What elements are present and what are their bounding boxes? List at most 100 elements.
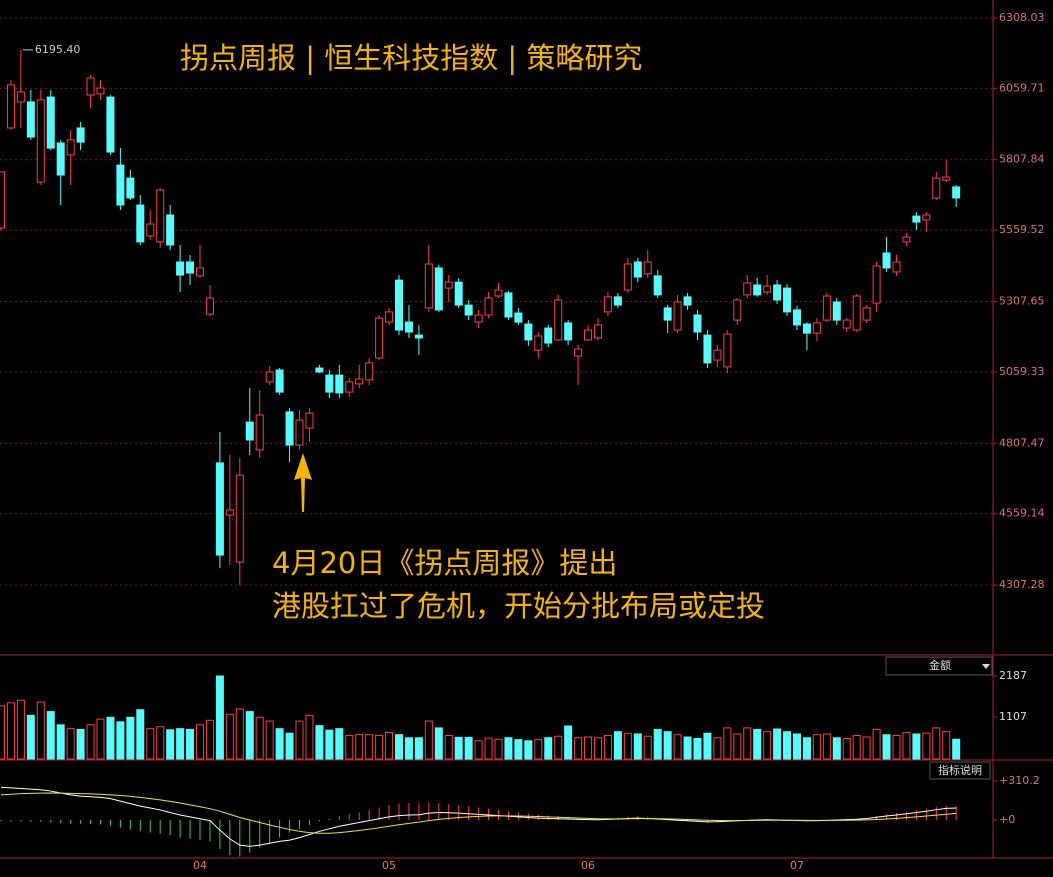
volume-bar: [26, 714, 35, 760]
volume-bar: [56, 724, 65, 760]
y-tick-label: 6059.71: [999, 81, 1045, 94]
volume-bar: [295, 720, 304, 760]
volume-bar: [663, 731, 672, 760]
candle-body: [554, 299, 563, 341]
x-tick-label: 04: [193, 859, 207, 872]
candle-body: [245, 421, 254, 441]
candle-body: [703, 334, 712, 364]
y-tick-label: 1107: [999, 710, 1027, 723]
button-label[interactable]: 指标说明: [938, 763, 982, 777]
candle-body: [683, 296, 692, 306]
x-tick-label: 05: [382, 859, 396, 872]
candle-body: [544, 327, 553, 344]
candle-body: [355, 378, 364, 385]
candle-body: [315, 367, 324, 373]
candle-body: [942, 176, 951, 181]
volume-bar: [554, 735, 563, 760]
candle-body: [255, 414, 264, 451]
candle-body: [56, 142, 65, 176]
candle-body: [832, 301, 841, 321]
candle-body: [902, 236, 911, 243]
volume-bar: [942, 731, 951, 760]
volume-bar: [205, 719, 214, 760]
volume-bar: [474, 740, 483, 760]
volume-bar: [16, 699, 25, 760]
candle-body: [136, 204, 145, 243]
volume-bar: [514, 739, 523, 760]
candle-body: [365, 362, 374, 381]
volume-bar: [484, 737, 493, 760]
candle-body: [494, 289, 503, 297]
volume-bar: [822, 733, 831, 760]
volume-bar: [325, 729, 334, 760]
volume-bar: [315, 725, 324, 760]
volume-bar: [564, 725, 573, 760]
candle-body: [564, 322, 573, 341]
candle-body: [783, 287, 792, 313]
volume-bar: [892, 734, 901, 760]
selector-box[interactable]: [885, 656, 993, 676]
candle-body: [385, 311, 394, 323]
candle-body: [335, 374, 344, 394]
candle-body: [474, 314, 483, 323]
y-tick-label: +310.2: [999, 774, 1040, 787]
volume-bar: [623, 732, 632, 760]
candle-body: [773, 284, 782, 301]
volume-bar: [753, 728, 762, 760]
y-tick-label: 5559.52: [999, 223, 1045, 236]
volume-bar: [534, 739, 543, 760]
volume-bar: [166, 729, 175, 760]
candle-body: [66, 139, 75, 156]
volume-bar: [673, 734, 682, 760]
candle-body: [186, 261, 195, 274]
volume-bar: [852, 734, 861, 760]
y-tick-label: +0: [999, 813, 1015, 826]
candle-body: [852, 295, 861, 331]
candle-body: [146, 223, 155, 237]
candle-body: [76, 127, 85, 143]
volume-bar: [882, 734, 891, 760]
button-box[interactable]: [929, 761, 991, 780]
candle-body: [126, 177, 135, 199]
volume-bar: [454, 736, 463, 760]
volume-bar: [832, 737, 841, 760]
candle-body: [375, 317, 384, 359]
volume-bar: [0, 705, 5, 760]
candle-body: [932, 177, 941, 199]
candle-body: [285, 411, 294, 446]
volume-bar: [335, 728, 344, 760]
candle-body: [534, 335, 543, 351]
candle-body: [464, 304, 473, 316]
volume-bar: [305, 714, 314, 760]
volume-bar: [156, 726, 165, 760]
candle-body: [0, 171, 5, 229]
volume-bar: [952, 738, 961, 760]
volume-bar: [733, 733, 742, 760]
volume-bar: [46, 711, 55, 760]
volume-bar: [255, 716, 264, 760]
x-tick-label: 06: [581, 859, 595, 872]
y-tick-label: 6308.03: [999, 11, 1045, 24]
candle-body: [106, 96, 115, 153]
candle-body: [842, 319, 851, 329]
candle-body: [414, 334, 423, 339]
candle-body: [594, 324, 602, 339]
candle-body: [86, 77, 95, 96]
max-label: 6195.40: [35, 43, 81, 56]
volume-bar: [603, 734, 612, 760]
volume-bar: [245, 711, 254, 760]
volume-bar: [842, 738, 851, 760]
volume-bar: [225, 713, 234, 760]
volume-bar: [633, 733, 642, 760]
volume-bar: [86, 724, 95, 760]
volume-bar: [793, 733, 801, 760]
candle-body: [733, 299, 742, 321]
volume-bar: [375, 734, 384, 760]
selector-label[interactable]: 金额: [929, 658, 951, 672]
volume-bar: [932, 727, 941, 760]
candle-body: [514, 312, 523, 323]
volume-bar: [743, 727, 752, 760]
candle-body: [763, 285, 772, 293]
volume-bar: [395, 734, 403, 760]
